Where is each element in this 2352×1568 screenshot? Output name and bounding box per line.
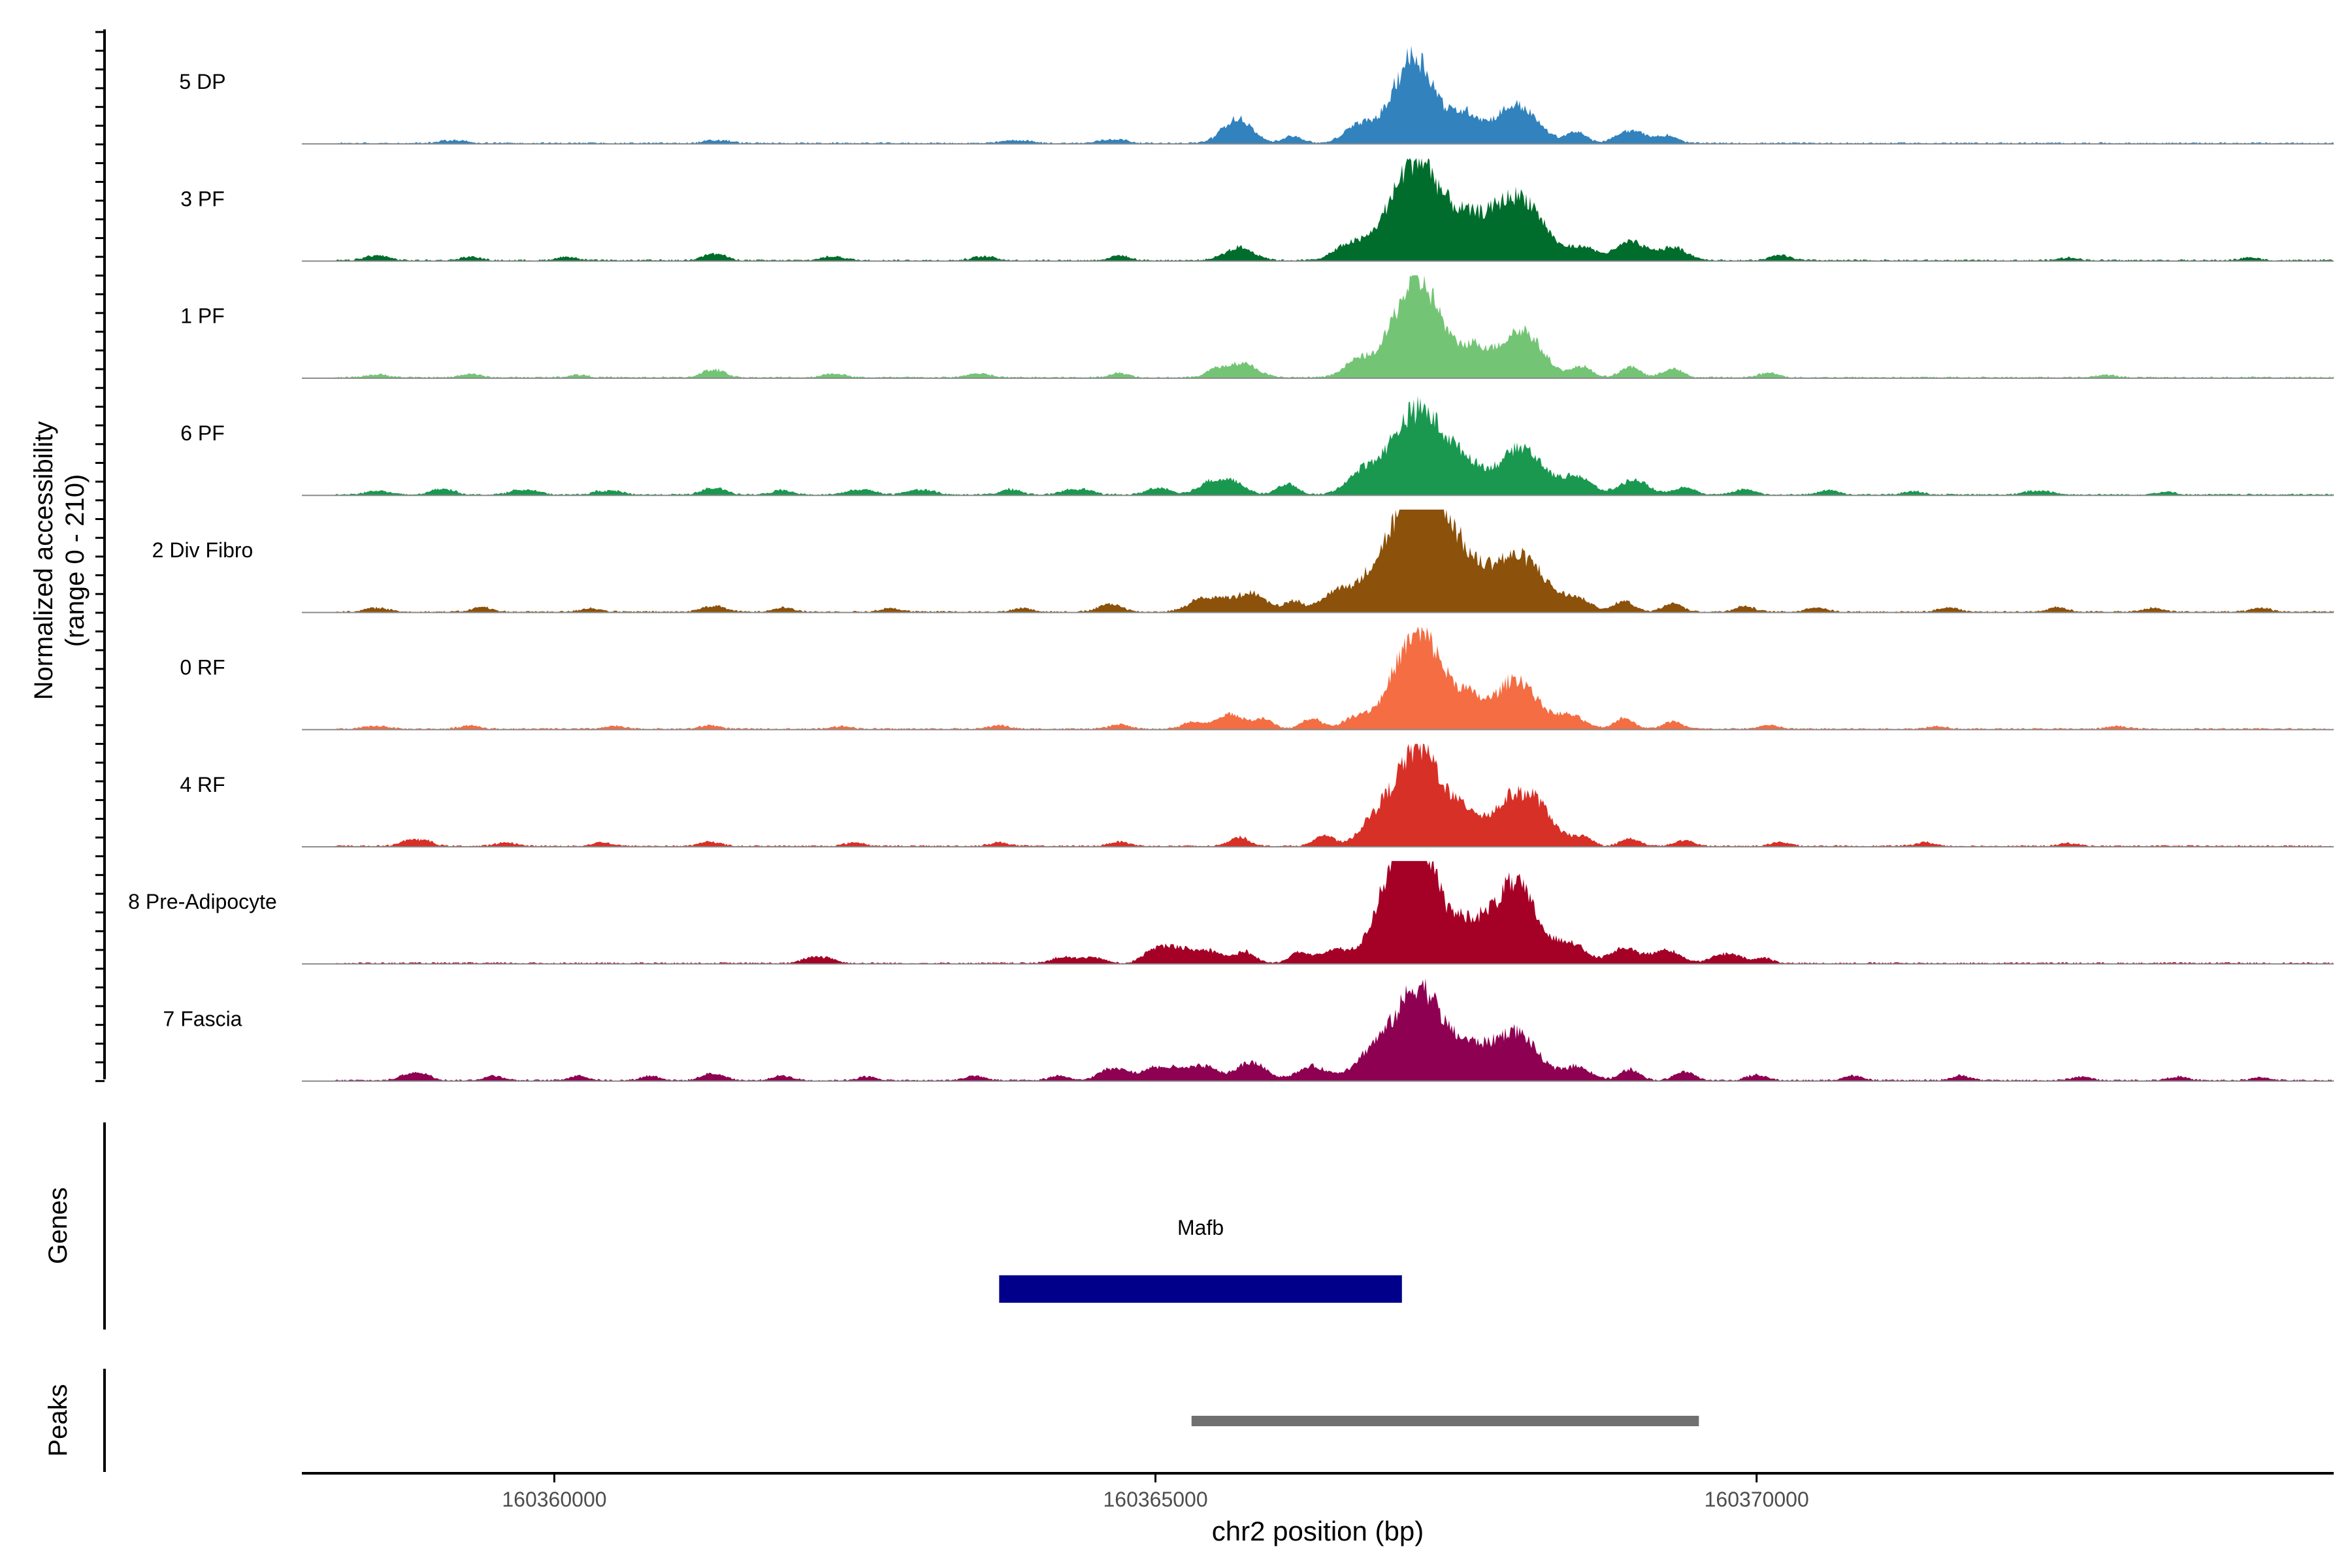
- track-label: 7 Fascia: [163, 1007, 242, 1030]
- coverage-area: [302, 395, 2334, 496]
- track-label: 8 Pre-Adipocyte: [128, 890, 277, 913]
- track-label: 3 PF: [180, 187, 225, 210]
- coverage-track: 8 Pre-Adipocyte: [128, 860, 2334, 965]
- y-axis-title-line2: (range 0 - 210): [61, 474, 90, 647]
- coverage-track: 3 PF: [180, 158, 2334, 262]
- x-tick-label: 160360000: [502, 1488, 606, 1511]
- coverage-track: 2 Div Fibro: [152, 510, 2334, 613]
- coverage-area: [302, 627, 2334, 730]
- peaks-panel: Peaks: [44, 1369, 1699, 1472]
- x-axis: 160360000 160365000 160370000 chr2 positio…: [302, 1472, 2334, 1546]
- coverage-tracks: 5 DP 3 PF 1 PF 6 PF 2 Div Fibro 0 RF 4 RF 8 Pre…: [128, 45, 2334, 1082]
- track-label: 5 DP: [179, 70, 225, 93]
- coverage-track: 0 RF: [180, 627, 2334, 730]
- coverage-track: 6 PF: [180, 395, 2334, 497]
- coverage-area: [302, 510, 2334, 613]
- x-tick-label: 160365000: [1103, 1488, 1207, 1511]
- x-axis-ticks: 160360000 160365000 160370000: [502, 1473, 1809, 1511]
- x-axis-title: chr2 position (bp): [1212, 1516, 1424, 1546]
- coverage-track: 5 DP: [179, 45, 2334, 145]
- gene-annotations: Mafb: [999, 1216, 1402, 1303]
- track-label: 4 RF: [180, 773, 225, 796]
- track-label: 6 PF: [180, 421, 225, 445]
- track-label: 1 PF: [180, 304, 225, 328]
- gene-bar: [999, 1275, 1402, 1303]
- genes-panel: Genes Mafb: [44, 1122, 1402, 1330]
- track-label: 0 RF: [180, 656, 225, 679]
- coverage-area: [302, 45, 2334, 144]
- coverage-area: [302, 158, 2334, 261]
- peak-bar: [1191, 1416, 1699, 1426]
- gene-label: Mafb: [1177, 1216, 1224, 1239]
- peaks-axis-title: Peaks: [44, 1384, 73, 1456]
- coverage-track: 1 PF: [180, 275, 2334, 379]
- x-tick-label: 160370000: [1705, 1488, 1809, 1511]
- coverage-y-axis: [95, 29, 106, 1083]
- coverage-y-axis-ticks: [95, 31, 105, 1083]
- coverage-area: [302, 860, 2334, 964]
- y-axis-title-line1: Normalized accessibility: [29, 421, 58, 700]
- coverage-area: [302, 275, 2334, 378]
- peak-annotations: [1191, 1416, 1699, 1426]
- coverage-area: [302, 743, 2334, 847]
- coverage-area: [302, 978, 2334, 1081]
- coverage-track: 4 RF: [180, 743, 2334, 848]
- genes-axis-title: Genes: [44, 1187, 73, 1264]
- coverage-track: 7 Fascia: [163, 978, 2334, 1082]
- track-label: 2 Div Fibro: [152, 538, 253, 562]
